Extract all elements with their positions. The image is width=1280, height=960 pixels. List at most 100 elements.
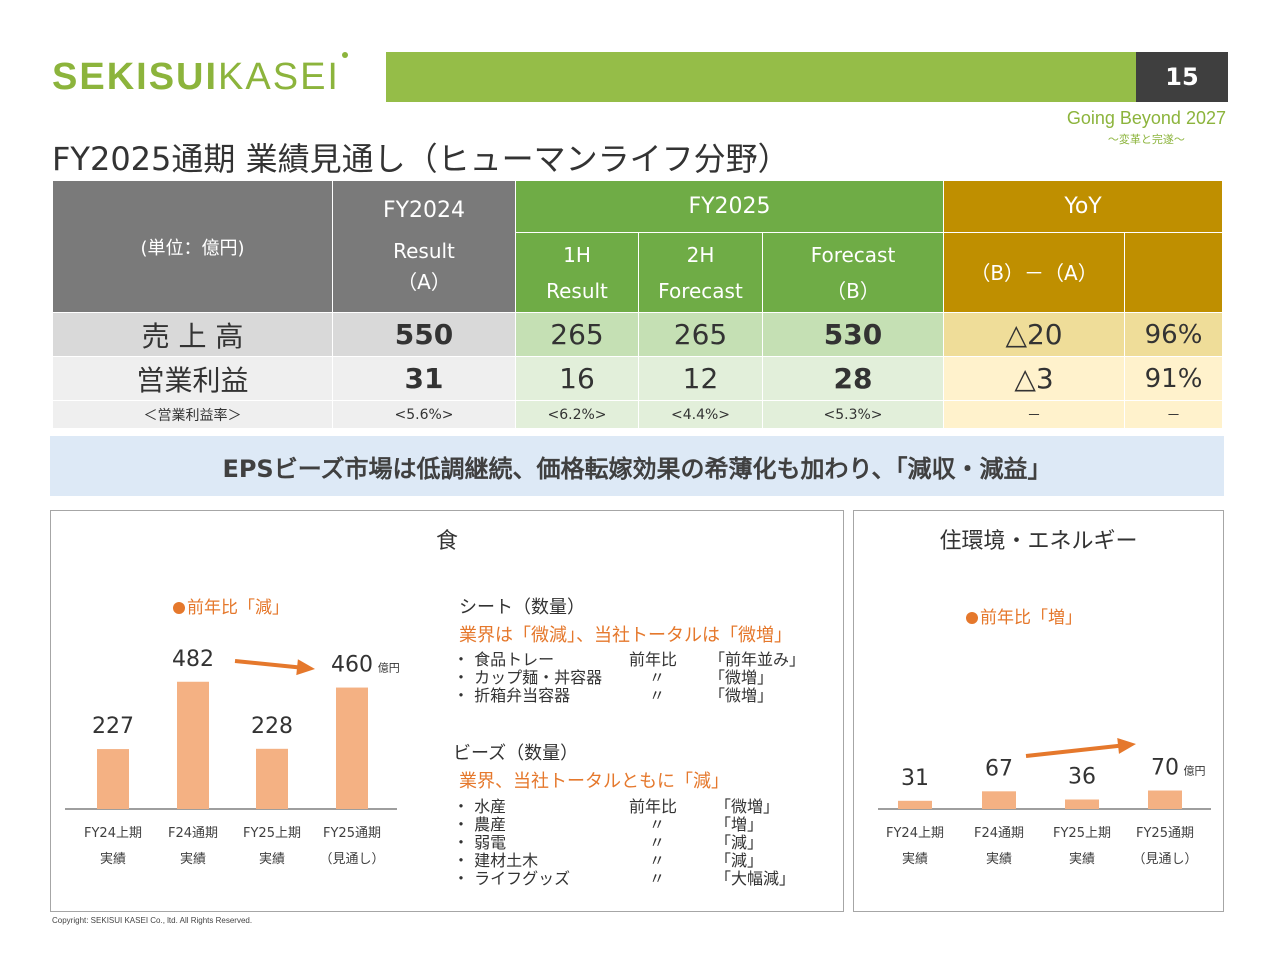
item-compare: 〃 [649, 686, 666, 705]
cell-pct: 91% [1124, 356, 1224, 401]
fy2024-header: FY2024 Result （A） [332, 180, 516, 313]
list-item: ・ ライフグッズ 〃 「大幅減」 [453, 869, 795, 888]
table-row: 売 上 高 550 265 265 530 △20 96% [52, 312, 1224, 357]
slogan-sub: ～変革と完遂～ [1107, 133, 1185, 146]
yoy-header: YoY [943, 180, 1224, 233]
bar [256, 748, 288, 809]
bar [177, 681, 209, 809]
food-yoy-note: 前年比「減」 [173, 593, 289, 618]
cell-h1: <6.2%> [515, 400, 639, 429]
bullet-dot-icon [173, 602, 185, 614]
tick-sub-label: 実績 [259, 851, 285, 867]
sheet-subheading: 業界は「微減」、当社トータルは「微増」 [459, 625, 792, 646]
cell-b: 28 [761, 356, 945, 401]
copyright: Copyright: SEKISUI KASEI Co., ltd. All R… [52, 916, 253, 925]
item-name: ・ 建材土木 [453, 851, 539, 870]
list-item: ・ 弱電 〃 「減」 [453, 834, 793, 852]
tick-sub-label: 実績 [180, 851, 206, 867]
bar [898, 800, 932, 809]
tick-sub-label: 実績 [1069, 851, 1095, 867]
cell-b: <5.3%> [761, 400, 945, 429]
list-item: ・ 建材土木 〃 「減」 [453, 852, 793, 870]
unit-label-cell: (単位：億円) [52, 180, 333, 313]
housing-panel-title: 住環境・エネルギー [939, 529, 1138, 554]
item-value: 「前年並み」 [709, 650, 806, 669]
cell-pct: 96% [1124, 312, 1224, 357]
tick-label: FY25通期 [323, 826, 381, 841]
cell-b: 530 [761, 312, 945, 357]
item-compare: 前年比 [629, 797, 678, 816]
cell-h2: 265 [638, 312, 763, 357]
trend-arrow-icon [1025, 743, 1123, 758]
tick-sub-label: 実績 [902, 851, 928, 867]
tick-label: FY24上期 [84, 826, 142, 841]
cell-h2: <4.4%> [638, 400, 763, 429]
row-label: ＜営業利益率＞ [52, 400, 333, 429]
h2-header: 2H Forecast [638, 232, 763, 313]
data-label: 31 [901, 766, 929, 791]
slogan-main: Going Beyond 2027 [1066, 108, 1226, 128]
bullet-dot-icon [966, 612, 978, 624]
tick-sub-label: 実績 [986, 851, 1012, 867]
data-label: 482 [172, 647, 214, 672]
tick-label: FY25上期 [1053, 826, 1111, 841]
data-label: 67 [985, 756, 1013, 781]
header-bar [386, 52, 1136, 102]
cell-h2: 12 [638, 356, 763, 401]
row-label: 営業利益 [52, 356, 333, 401]
sheet-heading: シート（数量） [459, 597, 585, 618]
cell-h1: 16 [515, 356, 639, 401]
fy2025-header: FY2025 [514, 180, 945, 233]
tick-label: FY25上期 [243, 826, 301, 841]
item-compare: 〃 [649, 815, 666, 834]
trend-arrow-icon [234, 659, 302, 670]
item-name: ・ 食品トレー [453, 650, 555, 669]
item-compare: 〃 [649, 869, 666, 888]
summary-banner: EPSビーズ市場は低調継続、価格転嫁効果の希薄化も加わり、「減収・減益」 [50, 436, 1224, 496]
item-value: 「減」 [715, 851, 764, 870]
data-label: 460 [331, 653, 373, 678]
tick-label: F24通期 [168, 826, 218, 841]
item-name: ・ 農産 [453, 815, 507, 834]
arrow-head-icon [296, 659, 315, 676]
cell-h1: 265 [515, 312, 639, 357]
table-row: 営業利益 31 16 12 28 △3 91% [52, 356, 1224, 401]
h1-header: 1H Result [515, 232, 639, 313]
bar [982, 791, 1016, 809]
cell-diff: － [943, 400, 1126, 429]
tick-sub-label: （見通し） [319, 852, 384, 867]
unit-label: 億円 [1184, 765, 1206, 778]
item-name: ・ 水産 [453, 797, 507, 816]
item-compare: 前年比 [629, 650, 678, 669]
list-item: ・ 折箱弁当容器 〃 「微増」 [453, 687, 793, 705]
cell-a: <5.6%> [332, 400, 516, 429]
bar [336, 687, 368, 809]
item-name: ・ 折箱弁当容器 [453, 686, 571, 705]
data-label: 228 [251, 714, 293, 739]
company-logo: SEKISUIKASEI [52, 52, 348, 99]
item-value: 「減」 [715, 833, 764, 852]
housing-energy-panel: 住環境・エネルギー 前年比「増」 31 FY24上期 実績 67 F24通期 実績 36 FY… [853, 510, 1224, 912]
list-item: ・ カップ麺・丼容器 〃 「微増」 [453, 669, 793, 687]
item-value: 「微増」 [715, 797, 780, 816]
arrow-head-icon [1117, 737, 1136, 754]
bar [1065, 799, 1099, 809]
cell-a: 550 [332, 312, 516, 357]
tick-label: F24通期 [974, 826, 1024, 841]
item-compare: 〃 [649, 668, 666, 687]
list-item: ・ 食品トレー 前年比 「前年並み」 [453, 650, 805, 669]
data-label: 36 [1068, 764, 1096, 789]
tick-label: FY25通期 [1136, 826, 1194, 841]
beads-subheading: 業界、当社トータルともに「減」 [459, 771, 729, 792]
tick-sub-label: 実績 [100, 851, 126, 867]
tick-sub-label: （見通し） [1132, 852, 1197, 867]
item-name: ・ ライフグッズ [453, 869, 571, 888]
page-number: 15 [1136, 52, 1228, 102]
item-compare: 〃 [649, 833, 666, 852]
data-label: 227 [92, 714, 134, 739]
cell-a: 31 [332, 356, 516, 401]
item-name: ・ 弱電 [453, 833, 507, 852]
data-label: 70 [1151, 756, 1179, 781]
forecast-header: Forecast （B） [761, 232, 945, 313]
